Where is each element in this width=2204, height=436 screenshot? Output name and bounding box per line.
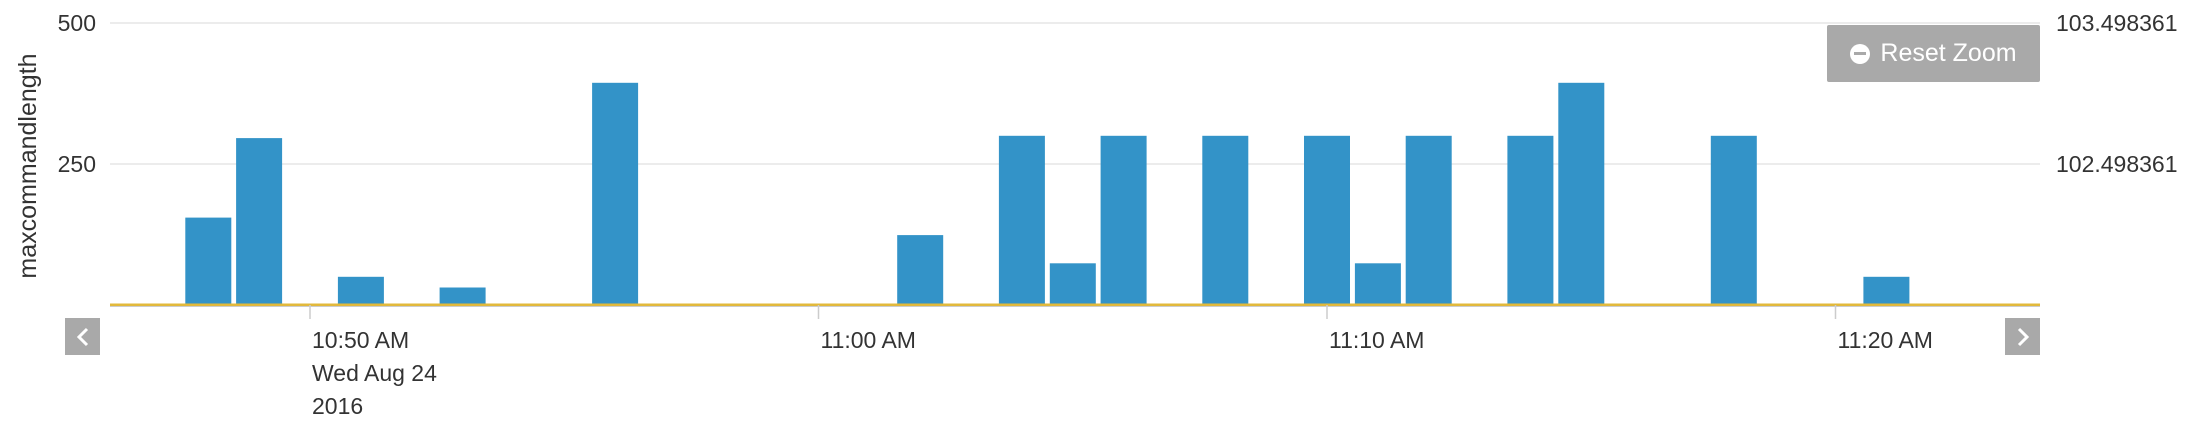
x-tick-label: 10:50 AM xyxy=(312,327,409,353)
reset-zoom-label: Reset Zoom xyxy=(1880,39,2017,67)
bar xyxy=(236,138,283,305)
bar xyxy=(1354,263,1401,305)
x-axis-ticks: 10:50 AM Wed Aug 24 2016 11:00 AM 11:10 AM 11… xyxy=(309,305,1933,419)
bar xyxy=(1710,135,1757,305)
bar-series xyxy=(185,82,1910,305)
bar xyxy=(897,235,944,305)
x-tick-label: Wed Aug 24 xyxy=(312,360,437,386)
bar xyxy=(439,287,486,305)
y-tick-label: 500 xyxy=(58,10,96,36)
reset-zoom-button[interactable]: Reset Zoom xyxy=(1827,25,2040,82)
right-y-tick-label: 102.498361 xyxy=(2056,151,2178,177)
bar xyxy=(592,82,639,305)
bar xyxy=(185,217,232,305)
bar xyxy=(1863,276,1910,305)
minus-circle-icon xyxy=(1850,43,1871,64)
scroll-right-button[interactable] xyxy=(2005,318,2040,355)
y-axis-title: maxcommandlength xyxy=(14,53,42,278)
y-tick-label: 250 xyxy=(58,151,96,177)
x-tick-label: 11:00 AM xyxy=(821,327,916,353)
bar xyxy=(1049,263,1096,305)
bar xyxy=(1304,135,1350,305)
chevron-left-icon xyxy=(76,327,88,346)
x-tick-label: 11:10 AM xyxy=(1329,327,1424,353)
y-axis-ticks: 500 250 xyxy=(58,10,96,177)
x-tick-label: 11:20 AM xyxy=(1838,327,1933,353)
x-tick-label: 2016 xyxy=(312,393,363,419)
bar xyxy=(337,276,384,305)
bar xyxy=(1507,135,1554,305)
bar xyxy=(1100,135,1147,305)
right-y-axis-ticks: 103.498361 102.498361 xyxy=(2056,10,2178,177)
bar xyxy=(1405,135,1452,305)
chevron-right-icon xyxy=(2017,327,2029,346)
bar xyxy=(1558,82,1605,305)
bar xyxy=(1202,135,1249,305)
right-y-tick-label: 103.498361 xyxy=(2056,10,2178,36)
bar xyxy=(998,135,1045,305)
scroll-left-button[interactable] xyxy=(65,318,100,355)
